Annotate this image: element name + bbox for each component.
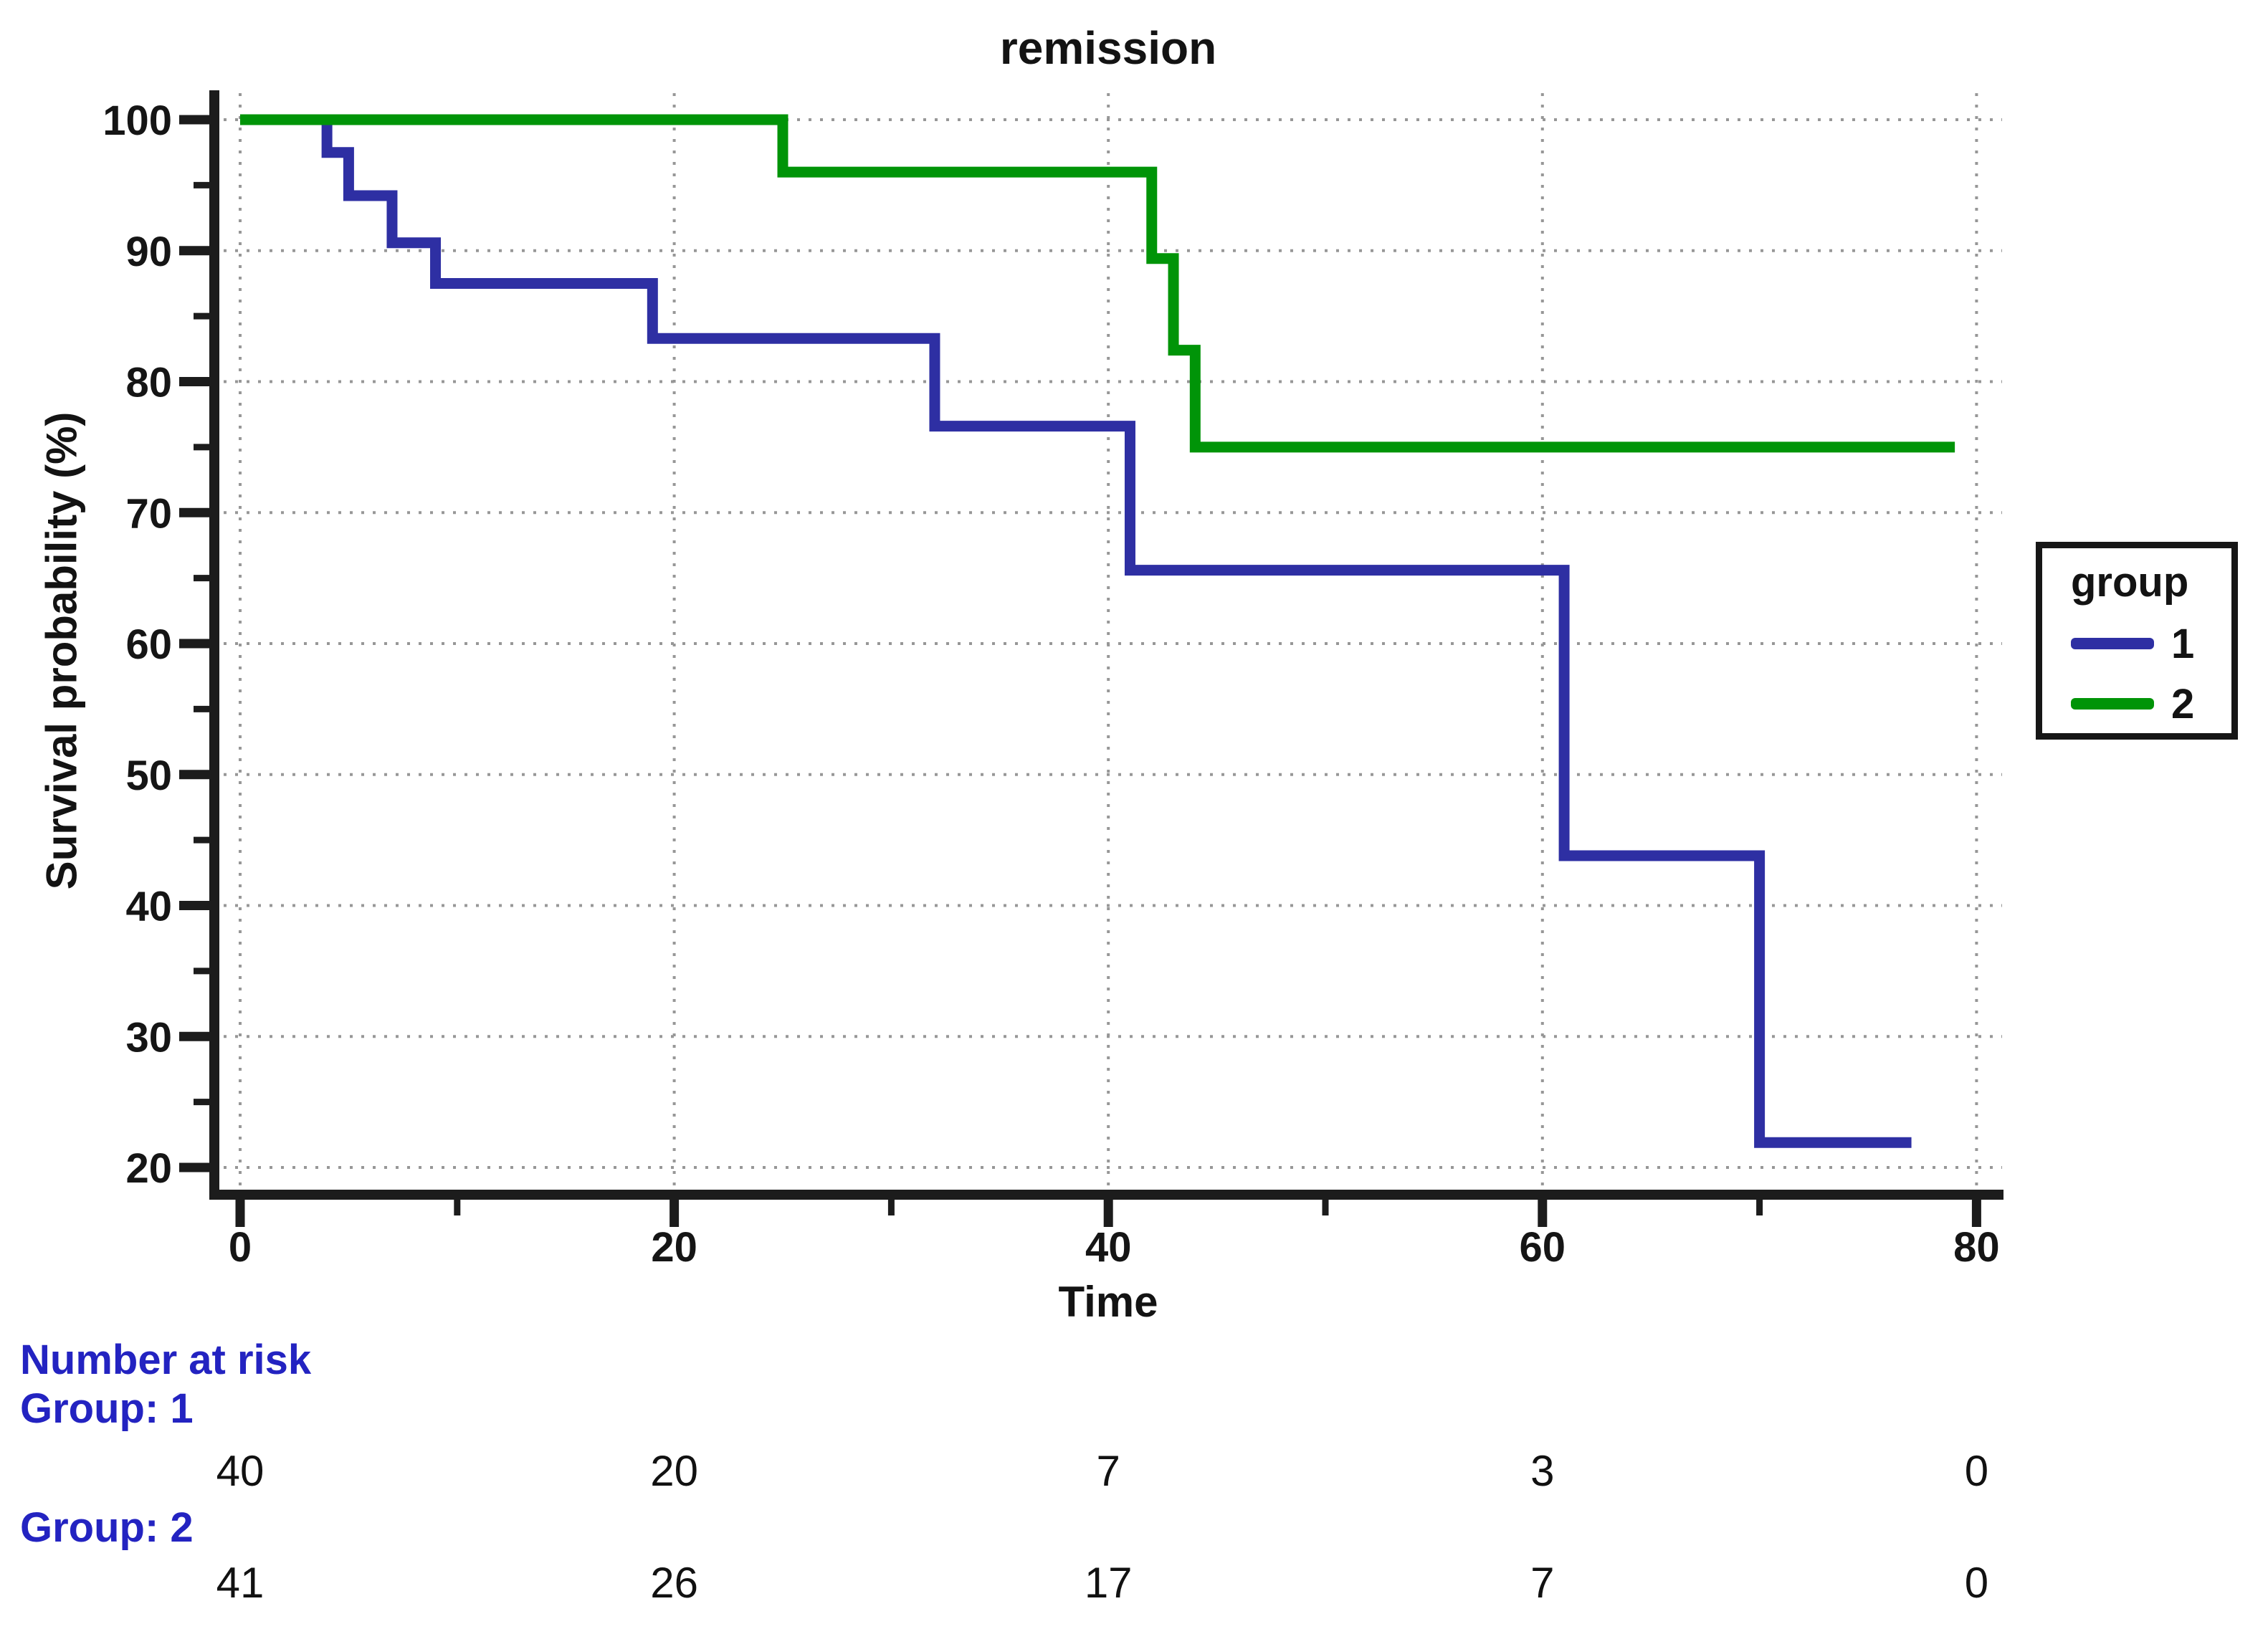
y-tick-label-20: 20 [125,1145,172,1192]
x-tick-label-20: 20 [651,1224,697,1271]
risk-count-group2-t0: 41 [216,1559,265,1607]
risk-group-label-1: Group: 1 [20,1385,194,1432]
x-tick-label-80: 80 [1953,1224,2000,1271]
series [240,114,1955,1148]
y-tick-label-50: 50 [125,753,172,799]
y-tick-label-40: 40 [125,884,172,930]
y-tick-label-30: 30 [125,1014,172,1061]
x-tick-label-40: 40 [1085,1224,1132,1271]
legend-line-swatch-group2 [2071,698,2154,710]
axes [179,90,2003,1227]
gridlines [224,93,2002,1195]
risk-count-group2-t60: 7 [1530,1559,1555,1607]
y-tick-label-60: 60 [125,621,172,668]
y-tick-label-70: 70 [125,490,172,537]
legend-item: 2 [2071,681,2231,727]
x-tick-label-0: 0 [229,1224,252,1271]
legend: group 1 2 [2036,542,2238,740]
risk-count-group1-t0: 40 [216,1447,265,1495]
risk-table-header: Number at risk [20,1337,312,1383]
risk-count-group2-t80: 0 [1964,1559,1989,1607]
risk-count-group1-t40: 7 [1096,1447,1120,1495]
risk-count-group1-t80: 0 [1964,1447,1989,1495]
legend-item: 1 [2071,621,2231,667]
series-curve-group1 [240,114,1912,1148]
legend-item-label: 2 [2171,680,2195,727]
legend-line-swatch-group1 [2071,638,2154,649]
tick-labels: 20 30 40 50 60 70 80 90 100 0 20 40 60 80 [103,97,1999,1271]
legend-item-label: 1 [2171,620,2195,667]
chart-title: remission [999,22,1217,74]
x-axis-label: Time [1058,1278,1158,1326]
risk-count-group2-t20: 26 [650,1559,698,1607]
y-tick-label-100: 100 [103,97,172,144]
series-curve-group2 [240,114,1955,453]
risk-count-group1-t60: 3 [1530,1447,1555,1495]
risk-count-group1-t20: 20 [650,1447,698,1495]
y-axis-label: Survival probability (%) [37,411,86,890]
risk-count-group2-t40: 17 [1084,1559,1133,1607]
y-tick-label-80: 80 [125,360,172,406]
x-tick-label-60: 60 [1520,1224,1566,1271]
risk-group-label-2: Group: 2 [20,1504,194,1551]
y-tick-label-90: 90 [125,229,172,275]
legend-title: group [2071,559,2189,606]
